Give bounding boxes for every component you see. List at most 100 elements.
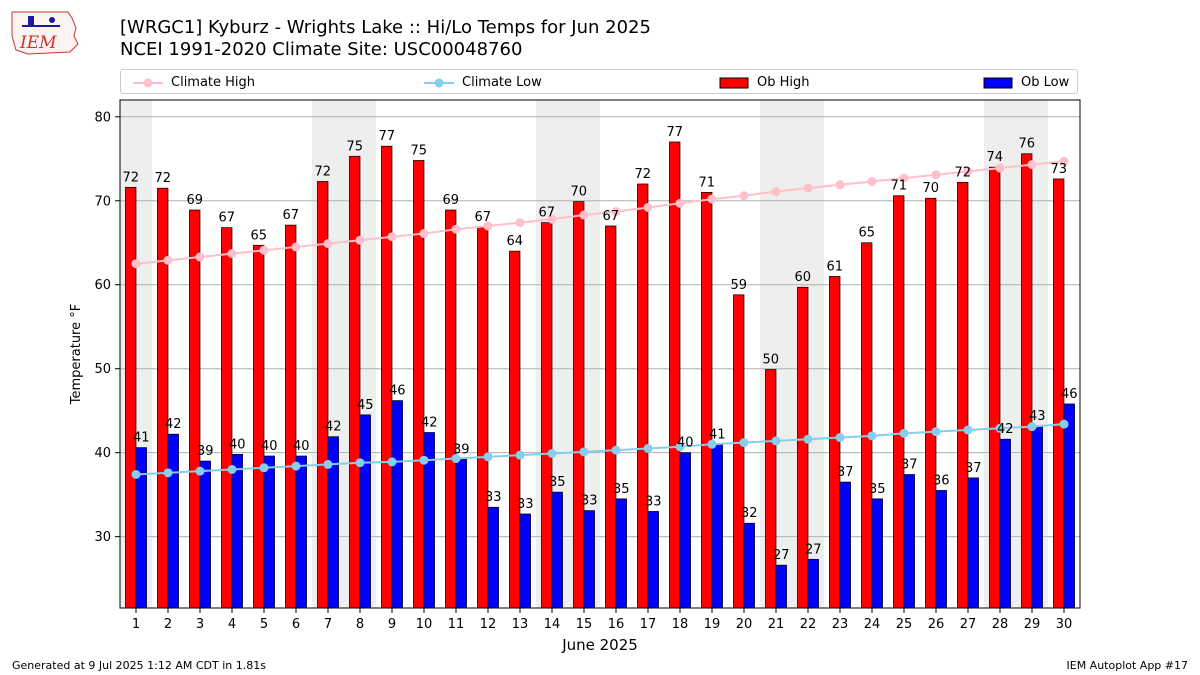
x-tick-label: 9 [388, 617, 396, 632]
climate-high-point [931, 170, 941, 180]
x-tick-label: 29 [1024, 617, 1041, 632]
climate-high-point [771, 187, 781, 197]
climate-low-point [195, 466, 205, 476]
ob-high-label: 77 [666, 125, 683, 140]
ob-low-label: 32 [741, 506, 758, 521]
ob-high-label: 72 [634, 167, 651, 182]
x-tick-label: 20 [736, 617, 753, 632]
climate-high-swatch [133, 78, 163, 87]
ob-high-bar [509, 250, 521, 609]
ob-low-label: 33 [581, 494, 598, 509]
climate-low-point [451, 454, 461, 464]
climate-low-point [131, 469, 141, 479]
x-tick-label: 22 [800, 617, 817, 632]
x-tick-label: 6 [292, 617, 300, 632]
ob-high-label: 67 [474, 210, 491, 225]
ob-high-bar [893, 195, 905, 609]
ob-low-bar [263, 455, 275, 609]
ob-low-label: 36 [933, 473, 950, 488]
climate-high-point [579, 210, 589, 220]
ob-low-bar [807, 558, 819, 609]
y-tick-label: 50 [94, 362, 111, 377]
plot-frame [119, 99, 1081, 609]
ob-high-bar [253, 244, 265, 609]
ob-high-label: 76 [1018, 137, 1035, 152]
ob-high-label: 50 [762, 353, 779, 368]
ob-low-bar [551, 491, 563, 609]
y-tick-label: 40 [94, 446, 111, 461]
ob-high-label: 67 [218, 211, 235, 226]
y-axis-label: Temperature °F [69, 304, 84, 405]
ob-high-bar [445, 209, 457, 609]
climate-low-point [771, 436, 781, 446]
climate-high-point [675, 198, 685, 208]
ob-high-bar [605, 225, 617, 609]
ob-low-bar [839, 481, 851, 609]
x-tick-label: 15 [576, 617, 593, 632]
ob-low-bar [935, 490, 947, 609]
ob-high-label: 69 [186, 193, 203, 208]
legend-label-climate-low: Climate Low [462, 75, 542, 90]
ob-high-bar [925, 197, 937, 609]
climate-high-point [515, 218, 525, 228]
ob-high-bar [669, 141, 681, 609]
ob-low-label: 27 [805, 542, 822, 557]
climate-low-point [515, 450, 525, 460]
climate-high-point [643, 202, 653, 212]
climate-high-point [483, 221, 493, 231]
ob-high-bar [637, 183, 649, 609]
ob-high-bar [541, 222, 553, 609]
ob-low-label: 37 [901, 457, 918, 472]
climate-low-point [323, 459, 333, 469]
x-tick-label: 21 [768, 617, 785, 632]
x-tick-label: 27 [960, 617, 977, 632]
ob-high-label: 70 [922, 181, 939, 196]
svg-text:IEM: IEM [19, 33, 57, 53]
climate-high-point [739, 191, 749, 201]
ob-low-label: 37 [965, 461, 982, 476]
climate-low-point [803, 434, 813, 444]
ob-low-bar [1031, 425, 1043, 609]
ob-low-bar [999, 438, 1011, 609]
climate-high-point [835, 180, 845, 190]
ob-low-bar [615, 498, 627, 609]
ob-high-label: 72 [954, 165, 971, 180]
climate-high-point [163, 255, 173, 265]
ob-high-label: 71 [698, 175, 715, 190]
climate-low-point [163, 468, 173, 478]
climate-low-point [931, 427, 941, 437]
climate-low-point [963, 425, 973, 435]
ob-low-swatch [983, 77, 1013, 88]
climate-low-swatch [424, 78, 454, 87]
ob-high-label: 65 [858, 226, 875, 241]
ob-high-label: 60 [794, 270, 811, 285]
x-tick-label: 10 [416, 617, 433, 632]
climate-low-point [899, 428, 909, 438]
ob-high-label: 72 [154, 171, 171, 186]
ob-high-label: 71 [890, 179, 907, 194]
ob-low-bar [1063, 403, 1075, 609]
ob-high-bar [349, 155, 361, 609]
ob-high-bar [989, 166, 1001, 609]
ob-low-label: 35 [869, 482, 886, 497]
ob-high-swatch [719, 77, 749, 88]
ob-low-label: 46 [1061, 387, 1078, 402]
x-tick-label: 2 [164, 617, 172, 632]
climate-high-point [707, 194, 717, 204]
climate-high-point [419, 229, 429, 239]
ob-high-bar [1021, 153, 1033, 609]
ob-high-label: 67 [602, 209, 619, 224]
ob-low-label: 40 [229, 437, 246, 452]
ob-high-label: 64 [506, 234, 523, 249]
ob-low-label: 41 [133, 431, 150, 446]
y-tick-label: 80 [94, 110, 111, 125]
ob-low-label: 35 [549, 475, 566, 490]
ob-high-bar [189, 209, 201, 609]
ob-low-label: 35 [613, 482, 630, 497]
climate-high-point [227, 249, 237, 259]
ob-low-label: 37 [837, 465, 854, 480]
footer-app: IEM Autoplot App #17 [1066, 659, 1189, 672]
climate-low-point [835, 433, 845, 443]
climate-high-point [291, 242, 301, 252]
